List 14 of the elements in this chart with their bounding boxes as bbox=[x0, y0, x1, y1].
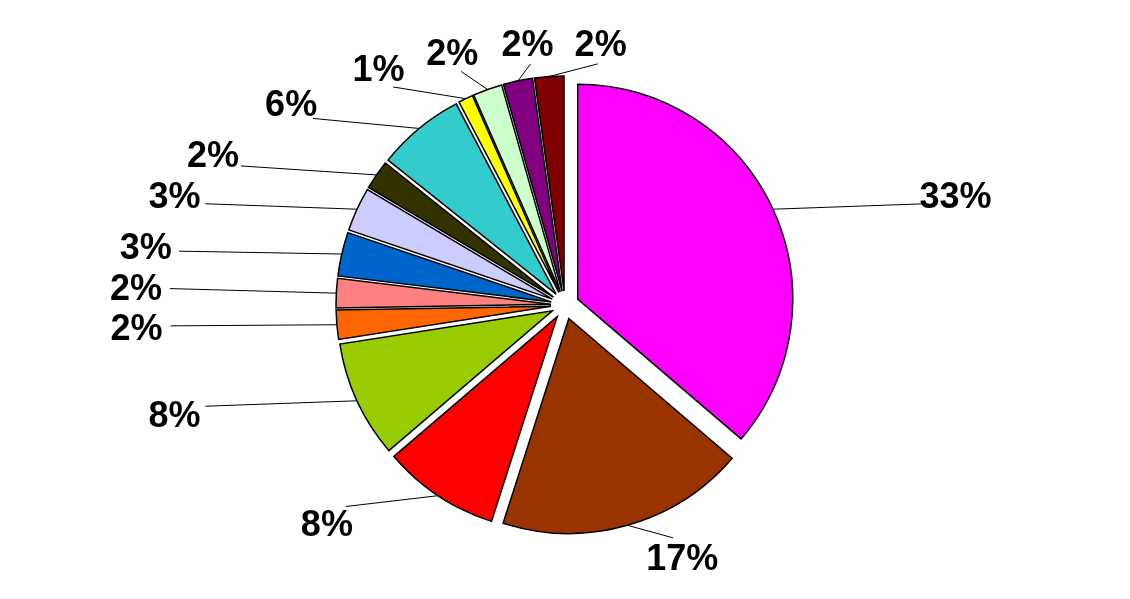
data-label: 2% bbox=[109, 266, 162, 308]
data-label: 2% bbox=[426, 31, 479, 73]
data-label: 2% bbox=[187, 133, 240, 175]
data-label: 3% bbox=[119, 226, 172, 268]
data-label: 3% bbox=[148, 174, 201, 216]
data-label: 1% bbox=[352, 48, 405, 90]
data-label: 8% bbox=[148, 394, 201, 436]
data-label: 6% bbox=[265, 82, 318, 124]
data-label: 2% bbox=[574, 23, 627, 65]
data-label: 17% bbox=[646, 536, 719, 578]
data-label: 8% bbox=[300, 502, 353, 544]
data-label: 33% bbox=[919, 174, 992, 216]
data-label: 2% bbox=[110, 307, 163, 349]
data-label: 2% bbox=[501, 23, 554, 65]
